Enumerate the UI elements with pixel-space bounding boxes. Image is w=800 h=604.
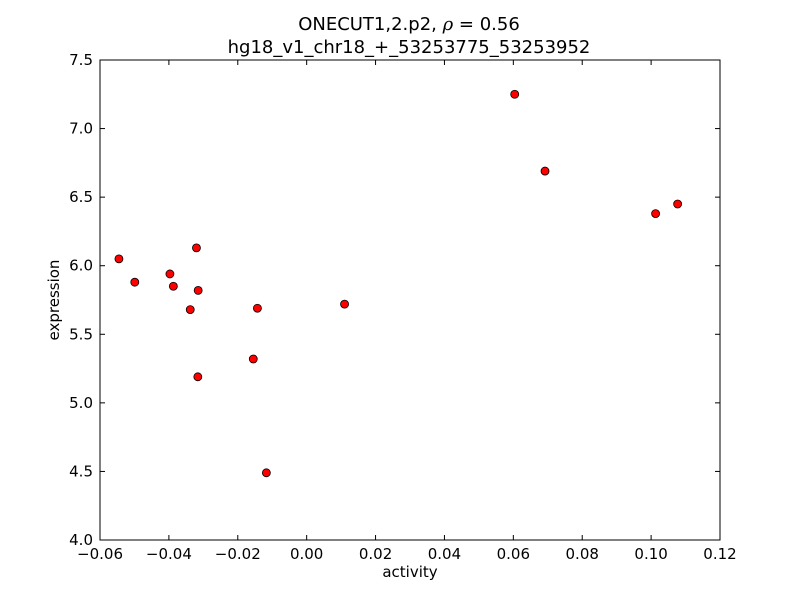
x-tick-label: 0.04 [428, 545, 461, 563]
y-tick-label: 7.0 [69, 120, 93, 138]
x-tick-label: −0.02 [215, 545, 261, 563]
data-point [261, 468, 271, 478]
x-tick-label: 0.10 [634, 545, 667, 563]
data-point [114, 254, 124, 264]
data-point [673, 199, 683, 209]
x-tick-label: −0.06 [77, 545, 123, 563]
plot-area-frame [99, 59, 721, 541]
chart-title-line1: ONECUT1,2.p2, ρ = 0.56 [298, 14, 520, 35]
y-tick-label: 4.0 [69, 531, 93, 549]
x-axis-label: activity [382, 563, 437, 581]
data-point [540, 166, 550, 176]
y-axis-label: expression [45, 260, 63, 341]
x-tick-label: 0.12 [703, 545, 736, 563]
x-tick-label: 0.06 [497, 545, 530, 563]
data-point [651, 209, 660, 219]
data-point [193, 285, 203, 295]
x-tick-label: 0.02 [359, 545, 392, 563]
point-layer [114, 89, 683, 478]
y-tick-label: 4.5 [69, 462, 93, 480]
data-point [193, 372, 203, 382]
x-tick-label: 0.08 [566, 545, 599, 563]
x-tick-label: −0.04 [146, 545, 192, 563]
y-tick-label: 7.5 [69, 51, 93, 69]
data-point [192, 243, 201, 253]
tick-layer: −0.06 −0.04 −0.02 0.00 0.02 0.04 0.06 0.08 0.10 0… [69, 51, 737, 563]
chart-title-rho-value: = 0.56 [453, 14, 520, 35]
data-point [510, 89, 520, 99]
data-point [165, 269, 175, 279]
data-point [168, 281, 178, 291]
data-point [340, 299, 349, 309]
data-point [130, 277, 140, 287]
chart-title-line2: hg18_v1_chr18_+_53253775_53253952 [228, 37, 591, 58]
y-tick-label: 5.0 [69, 394, 93, 412]
data-point [253, 303, 262, 313]
y-tick-label: 6.0 [69, 257, 93, 275]
chart-title-rho-symbol: ρ [442, 14, 454, 35]
data-point [248, 354, 258, 364]
chart-title-prefix: ONECUT1,2.p2, [298, 14, 442, 35]
y-tick-label: 6.5 [69, 188, 93, 206]
data-point [185, 305, 195, 315]
y-tick-label: 5.5 [69, 325, 93, 343]
x-tick-label: 0.00 [290, 545, 323, 563]
